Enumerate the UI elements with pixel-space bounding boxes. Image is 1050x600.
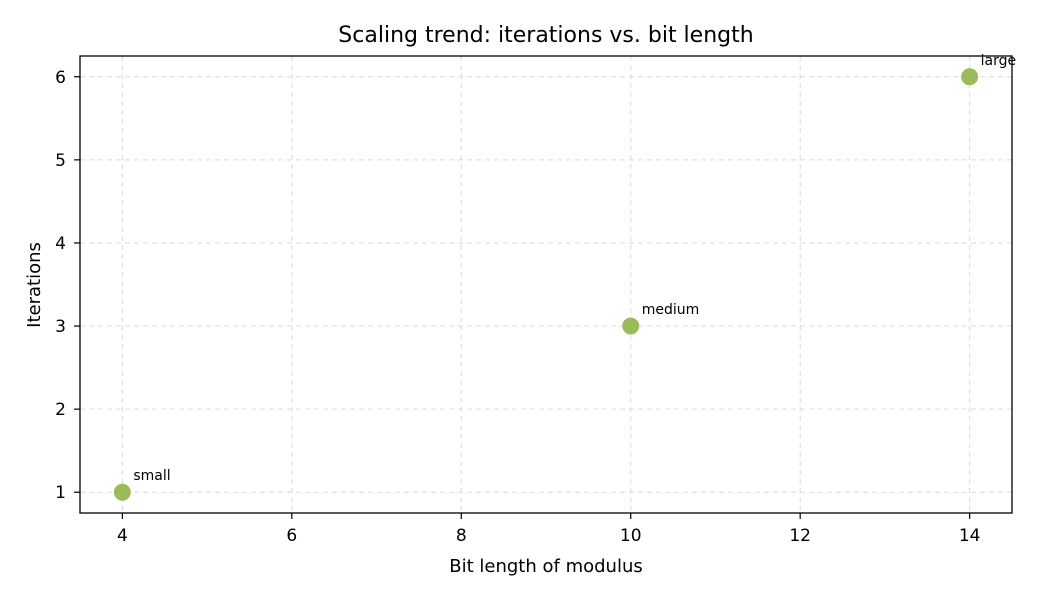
data-points: small medium large xyxy=(113,53,1016,501)
plot-area-frame xyxy=(79,55,1013,514)
x-tick-label: 4 xyxy=(117,526,128,546)
y-tick-label: 1 xyxy=(55,483,66,503)
x-tick-label: 10 xyxy=(620,526,642,546)
data-point xyxy=(961,68,979,86)
y-tick-label: 4 xyxy=(55,234,66,254)
x-tick-label: 14 xyxy=(959,526,981,546)
data-point-label: small xyxy=(133,468,170,484)
data-point-label: large xyxy=(981,53,1016,69)
x-tick-label: 8 xyxy=(456,526,467,546)
data-point xyxy=(622,317,640,335)
x-axis-title: Bit length of modulus xyxy=(449,556,642,577)
data-point xyxy=(113,483,131,501)
y-tick-label: 6 xyxy=(55,68,66,88)
x-tick-label: 6 xyxy=(286,526,297,546)
y-tick-label: 2 xyxy=(55,400,66,420)
x-tick-label: 12 xyxy=(789,526,811,546)
y-axis-title: Iterations xyxy=(24,242,45,328)
y-tick-label: 5 xyxy=(55,151,66,171)
y-tick-label: 3 xyxy=(55,317,66,337)
chart-title: Scaling trend: iterations vs. bit length xyxy=(338,23,753,48)
data-point-label: medium xyxy=(642,302,700,318)
grid xyxy=(80,56,1012,513)
